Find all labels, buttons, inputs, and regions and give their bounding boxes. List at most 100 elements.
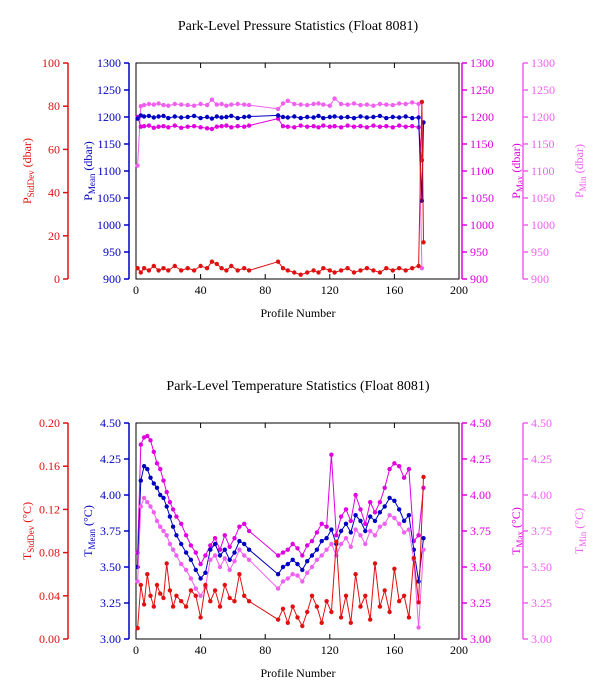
min-data-point (305, 570, 310, 575)
max-data-point (285, 124, 290, 129)
min-data-point (419, 266, 425, 271)
mean-data-point (166, 115, 171, 121)
max-data-point (172, 123, 177, 128)
std-data-point (161, 595, 166, 601)
max-data-point (141, 124, 147, 129)
max-data-point (298, 123, 303, 128)
mean-data-point (179, 115, 184, 120)
std-data-point (377, 604, 383, 609)
min-data-point (167, 541, 173, 547)
std-data-point (237, 572, 242, 577)
mean-data-point (327, 114, 332, 120)
std-data-point (353, 572, 358, 577)
mean-data-point (167, 514, 173, 519)
mean-data-point (421, 536, 426, 541)
min-data-point (280, 101, 286, 106)
mean-data-point (364, 115, 370, 120)
chart-title: Park-Level Temperature Statistics (Float… (166, 379, 429, 394)
mean-data-point (372, 518, 378, 524)
min-data-point (191, 103, 197, 108)
std-data-point (166, 268, 171, 273)
max-data-point (280, 550, 286, 555)
std-data-point (174, 593, 179, 598)
std-data-point (285, 620, 290, 625)
max-data-point (193, 550, 198, 555)
min-tick-label: 1100 (531, 164, 555, 178)
mean-data-point (338, 115, 344, 120)
min-data-point (227, 567, 232, 573)
mean-data-point (158, 492, 163, 498)
max-data-point (300, 553, 305, 558)
std-data-point (280, 266, 286, 271)
min-data-point (222, 556, 227, 561)
mean-data-point (397, 507, 402, 512)
max-data-point (179, 521, 184, 526)
max-data-point (191, 124, 197, 129)
min-data-point (237, 547, 242, 552)
std-data-point (316, 270, 321, 275)
mean-data-point (224, 114, 229, 120)
min-data-point (377, 101, 383, 107)
std-data-point (371, 268, 376, 273)
max-data-point (377, 124, 383, 129)
std-data-point (324, 599, 329, 604)
mean-data-point (285, 561, 290, 567)
std-data-point (377, 270, 383, 275)
std-data-point (146, 268, 152, 273)
max-data-point (309, 538, 315, 544)
std-data-point (161, 266, 166, 271)
mean-data-point (138, 478, 143, 483)
std-data-point (148, 593, 153, 598)
min-data-point (406, 527, 412, 532)
min-data-point (209, 97, 215, 102)
std-data-point (298, 272, 303, 277)
max-data-point (319, 521, 324, 526)
min-data-point (174, 553, 179, 558)
max-data-point (275, 116, 281, 121)
chart-title: Park-Level Pressure Statistics (Float 80… (178, 19, 419, 34)
min-data-point (353, 527, 358, 532)
std-data-point (334, 539, 339, 544)
max-data-point (351, 124, 357, 129)
x-axis-label: Profile Number (261, 666, 336, 680)
min-data-point (397, 101, 402, 106)
std-data-point (164, 561, 169, 566)
mean-data-point (235, 115, 240, 121)
std-data-point (145, 572, 150, 577)
min-data-point (324, 547, 329, 552)
mean-data-point (164, 504, 169, 509)
std-data-point (275, 617, 281, 622)
min-tick-label: 3.25 (531, 596, 552, 610)
pressure-panel: Park-Level Pressure Statistics (Float 80… (20, 19, 588, 320)
std-data-point (209, 259, 215, 264)
mean-data-point (338, 528, 344, 534)
x-tick-label: 80 (259, 283, 271, 297)
max-data-point (246, 528, 252, 534)
std-data-point (158, 591, 163, 596)
min-data-point (285, 576, 290, 581)
std-data-point (363, 593, 368, 598)
std-data-point (179, 599, 184, 604)
max-data-point (275, 553, 281, 558)
min-data-point (387, 513, 392, 518)
mean-data-point (242, 541, 247, 547)
x-tick-label: 200 (450, 643, 468, 657)
mean-data-point (138, 113, 143, 118)
std-data-point (319, 620, 324, 625)
std-data-point (327, 268, 332, 273)
std-data-point (198, 263, 203, 269)
max-tick-label: 1300 (470, 56, 494, 70)
mean-data-point (401, 518, 407, 524)
std-data-point (156, 268, 161, 273)
mean-data-point (351, 115, 357, 121)
max-data-point (371, 123, 376, 128)
mean-data-point (305, 559, 310, 564)
max-data-point (208, 543, 213, 548)
min-data-point (332, 96, 337, 101)
max-data-point (348, 518, 353, 524)
mean-data-point (358, 518, 363, 524)
max-data-point (138, 442, 143, 447)
max-data-point (329, 452, 334, 457)
std-data-point (217, 604, 223, 609)
std-data-point (416, 600, 421, 605)
